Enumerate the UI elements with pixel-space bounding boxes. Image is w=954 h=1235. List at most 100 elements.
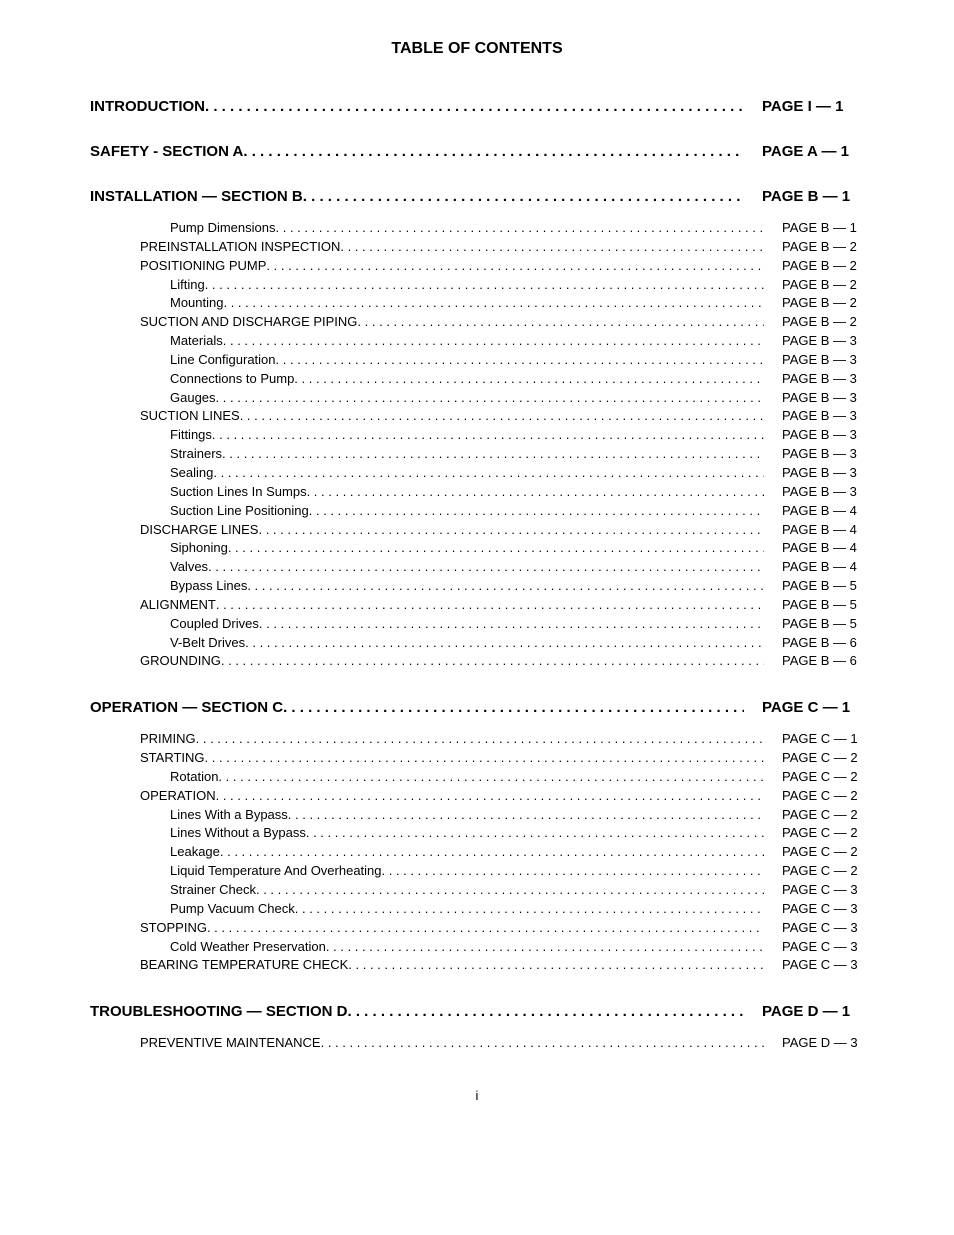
toc-title: TABLE OF CONTENTS [90,40,864,58]
toc-entry-page: PAGE B — 3 [764,483,864,502]
toc-entry-page: PAGE C — 2 [764,862,864,881]
toc-leader-dots [276,351,764,370]
toc-entry-title: Pump Vacuum Check [170,900,295,919]
toc-major-title: SAFETY - SECTION A [90,143,243,160]
toc-entry-page: PAGE B — 2 [764,257,864,276]
toc-leader-dots [321,1034,764,1053]
toc-entry-row: PRIMING PAGE C — 1 [90,730,864,749]
toc-leader-dots [348,1003,744,1020]
toc-entry-title: Fittings [170,426,212,445]
toc-entry-title: Pump Dimensions [170,219,276,238]
toc-entry-page: PAGE C — 2 [764,843,864,862]
toc-entry-title: Suction Lines In Sumps [170,483,307,502]
toc-leader-dots [348,956,764,975]
toc-entry-row: Suction Lines In Sumps PAGE B — 3 [90,483,864,502]
toc-entry-title: STOPPING [140,919,207,938]
toc-entry-page: PAGE B — 6 [764,652,864,671]
toc-entry-title: Coupled Drives [170,615,259,634]
toc-leader-dots [306,824,764,843]
toc-entry-page: PAGE B — 3 [764,407,864,426]
toc-entry-row: Pump Vacuum Check PAGE C — 3 [90,900,864,919]
toc-entry-page: PAGE B — 5 [764,615,864,634]
toc-entry-title: Rotation [170,768,218,787]
toc-entry-row: Lines With a Bypass PAGE C — 2 [90,806,864,825]
toc-entry-title: PRIMING [140,730,196,749]
toc-entry-title: Cold Weather Preservation [170,938,326,957]
toc-entry-title: Sealing [170,464,213,483]
toc-leader-dots [243,143,744,160]
toc-leader-dots [247,577,764,596]
toc-entry-row: Pump Dimensions PAGE B — 1 [90,219,864,238]
toc-leader-dots [283,699,744,716]
toc-entry-title: Liquid Temperature And Overheating [170,862,382,881]
toc-entry-row: Fittings PAGE B — 3 [90,426,864,445]
toc-entry-row: Sealing PAGE B — 3 [90,464,864,483]
toc-entry-page: PAGE B — 1 [764,219,864,238]
toc-entry-title: BEARING TEMPERATURE CHECK [140,956,348,975]
toc-entry-title: POSITIONING PUMP [140,257,266,276]
toc-entry-page: PAGE D — 3 [764,1034,864,1053]
toc-entry-title: STARTING [140,749,205,768]
toc-entry-row: Strainer Check PAGE C — 3 [90,881,864,900]
toc-entry-row: Cold Weather Preservation PAGE C — 3 [90,938,864,957]
toc-leader-dots [382,862,764,881]
toc-major-row: INSTALLATION — SECTION B PAGE B — 1 [90,188,864,205]
toc-entry-title: Strainer Check [170,881,256,900]
toc-entry-row: Coupled Drives PAGE B — 5 [90,615,864,634]
toc-entry-title: V-Belt Drives [170,634,245,653]
toc-entry-title: Materials [170,332,223,351]
toc-major-page: PAGE D — 1 [744,1003,864,1020]
toc-entry-page: PAGE C — 1 [764,730,864,749]
toc-entry-row: Gauges PAGE B — 3 [90,389,864,408]
toc-entry-row: ALIGNMENT PAGE B — 5 [90,596,864,615]
toc-entry-row: SUCTION AND DISCHARGE PIPING PAGE B — 2 [90,313,864,332]
toc-entry-page: PAGE B — 3 [764,464,864,483]
toc-major-title: INTRODUCTION [90,98,205,115]
toc-entry-page: PAGE C — 3 [764,881,864,900]
toc-entry-title: Bypass Lines [170,577,247,596]
toc-leader-dots [228,539,764,558]
toc-leader-dots [223,332,764,351]
toc-entry-title: Siphoning [170,539,228,558]
toc-entry-row: PREVENTIVE MAINTENANCE PAGE D — 3 [90,1034,864,1053]
toc-entry-row: BEARING TEMPERATURE CHECK PAGE C — 3 [90,956,864,975]
toc-major-title: OPERATION — SECTION C [90,699,283,716]
toc-leader-dots [221,652,764,671]
toc-entry-row: Siphoning PAGE B — 4 [90,539,864,558]
toc-leader-dots [218,768,764,787]
toc-leader-dots [216,389,764,408]
toc-entry-row: Connections to Pump PAGE B — 3 [90,370,864,389]
toc-leader-dots [212,426,764,445]
toc-entry-row: PREINSTALLATION INSPECTION PAGE B — 2 [90,238,864,257]
toc-entry-title: Suction Line Positioning [170,502,309,521]
toc-entry-title: Line Configuration [170,351,276,370]
toc-entry-row: Line Configuration PAGE B — 3 [90,351,864,370]
toc-leader-dots [258,521,764,540]
toc-entry-title: Lines Without a Bypass [170,824,306,843]
toc-entry-title: PREINSTALLATION INSPECTION [140,238,340,257]
toc-entry-row: Leakage PAGE C — 2 [90,843,864,862]
toc-entry-title: DISCHARGE LINES [140,521,258,540]
toc-major-page: PAGE I — 1 [744,98,864,115]
toc-leader-dots [266,257,764,276]
toc-entry-page: PAGE B — 2 [764,313,864,332]
toc-leader-dots [196,730,764,749]
toc-major-page: PAGE A — 1 [744,143,864,160]
toc-entry-page: PAGE B — 3 [764,389,864,408]
toc-leader-dots [205,276,764,295]
toc-entry-row: DISCHARGE LINES PAGE B — 4 [90,521,864,540]
toc-entry-row: SUCTION LINES PAGE B — 3 [90,407,864,426]
toc-entry-page: PAGE B — 4 [764,539,864,558]
toc-entry-page: PAGE B — 6 [764,634,864,653]
toc-leader-dots [276,219,765,238]
toc-entry-title: SUCTION LINES [140,407,240,426]
toc-major-row: TROUBLESHOOTING — SECTION D PAGE D — 1 [90,1003,864,1020]
toc-entry-page: PAGE B — 4 [764,502,864,521]
toc-entry-title: Connections to Pump [170,370,294,389]
page-number: i [90,1088,864,1103]
toc-entry-title: Gauges [170,389,216,408]
toc-entry-row: STOPPING PAGE C — 3 [90,919,864,938]
toc-entry-row: Materials PAGE B — 3 [90,332,864,351]
toc-entry-block: Pump Dimensions PAGE B — 1PREINSTALLATIO… [90,219,864,671]
toc-entry-row: Valves PAGE B — 4 [90,558,864,577]
